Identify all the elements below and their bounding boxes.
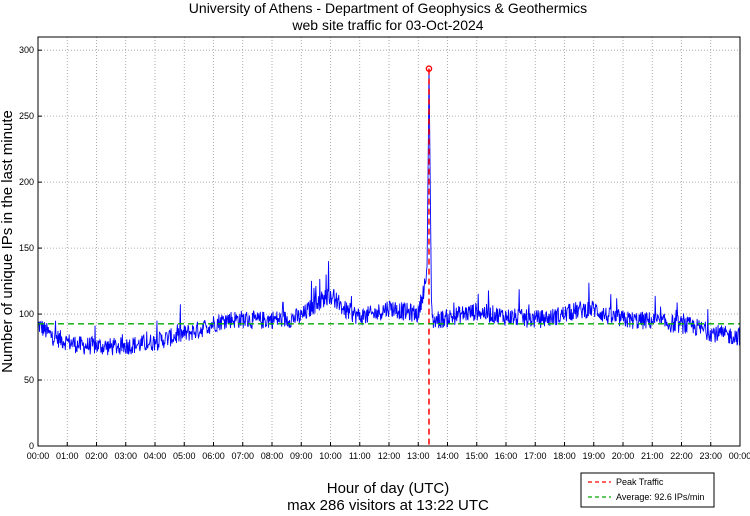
y-tick-label: 300 — [19, 45, 34, 55]
x-tick-label: 03:00 — [114, 451, 137, 461]
reference-lines — [38, 65, 740, 446]
axis-ticks: 00:00 01:00 02:00 03:00 04:00 05:00 06:00 07:00… — [19, 45, 750, 461]
x-tick-label: 20:00 — [612, 451, 635, 461]
x-axis-label: Hour of day (UTC) — [327, 480, 450, 497]
x-tick-label: 09:00 — [290, 451, 313, 461]
y-axis-label: Number of unique IPs in the last minute — [0, 110, 16, 373]
legend: Peak Traffic Average: 92.6 IPs/min — [580, 472, 715, 508]
grid — [38, 37, 740, 446]
y-tick-label: 0 — [29, 441, 34, 451]
x-tick-label: 19:00 — [582, 451, 605, 461]
peak-marker — [425, 65, 433, 72]
chart-caption: max 286 visitors at 13:22 UTC — [287, 497, 489, 511]
y-tick-label: 250 — [19, 111, 34, 121]
x-tick-label: 05:00 — [173, 451, 196, 461]
x-tick-label: 04:00 — [144, 451, 167, 461]
x-tick-label: 21:00 — [641, 451, 664, 461]
y-tick-label: 200 — [19, 177, 34, 187]
x-tick-label: 01:00 — [56, 451, 79, 461]
y-tick-label: 100 — [19, 309, 34, 319]
series-group — [37, 68, 741, 356]
legend-box — [580, 472, 715, 508]
x-tick-label: 16:00 — [495, 451, 518, 461]
chart-subtitle: web site traffic for 03-Oct-2024 — [291, 17, 483, 33]
traffic-series-line — [37, 68, 741, 356]
x-tick-label: 07:00 — [231, 451, 254, 461]
x-tick-label: 10:00 — [319, 451, 342, 461]
x-tick-label: 18:00 — [553, 451, 576, 461]
legend-average-label: Average: 92.6 IPs/min — [616, 492, 704, 502]
x-tick-label: 00:00 — [27, 451, 50, 461]
x-tick-label: 17:00 — [524, 451, 547, 461]
x-tick-label: 15:00 — [465, 451, 488, 461]
x-tick-label: 12:00 — [378, 451, 401, 461]
y-tick-label: 50 — [24, 375, 34, 385]
x-tick-label: 14:00 — [436, 451, 459, 461]
x-tick-label: 06:00 — [202, 451, 225, 461]
x-tick-label: 08:00 — [261, 451, 284, 461]
x-tick-label: 22:00 — [670, 451, 693, 461]
legend-peak-label: Peak Traffic — [616, 477, 664, 487]
x-tick-label: 23:00 — [699, 451, 722, 461]
y-tick-label: 150 — [19, 243, 34, 253]
x-tick-label: 13:00 — [407, 451, 430, 461]
x-tick-label: 11:00 — [349, 451, 371, 461]
x-tick-label: 02:00 — [85, 451, 108, 461]
x-tick-label: 00:00 — [729, 451, 750, 461]
chart-title: University of Athens - Department of Geo… — [189, 0, 587, 16]
